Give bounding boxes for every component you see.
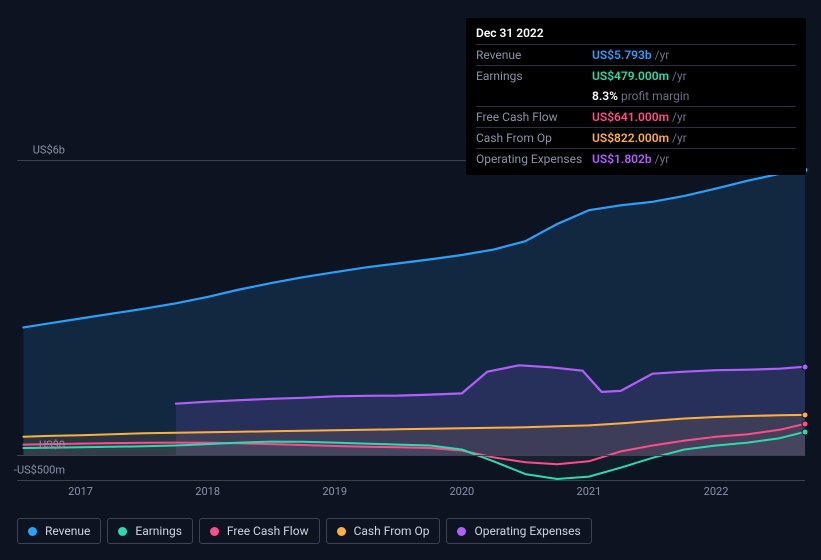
legend-swatch: [210, 527, 219, 536]
legend-swatch: [457, 527, 466, 536]
legend-swatch: [118, 527, 127, 536]
y-axis-label: US$0: [39, 439, 65, 452]
y-axis-label: -US$500m: [14, 464, 65, 477]
legend-label: Revenue: [45, 524, 90, 538]
x-axis: 2017 2018 2019 2020 2021 2022: [17, 485, 805, 505]
tooltip: Dec 31 2022 RevenueUS$5.793b/yrEarningsU…: [466, 18, 806, 175]
tooltip-body: RevenueUS$5.793b/yrEarningsUS$479.000m/y…: [476, 44, 796, 169]
x-axis-label: 2018: [195, 485, 220, 498]
tooltip-row-value: US$1.802b/yr: [592, 150, 669, 168]
y-axis-label: US$6b: [33, 144, 65, 157]
x-axis-label: 2017: [68, 485, 93, 498]
tooltip-row-value: US$5.793b/yr: [592, 46, 669, 64]
gridline: [17, 480, 805, 481]
legend-item-operating-expenses[interactable]: Operating Expenses: [446, 518, 591, 544]
series-endpoint-cfo: [802, 411, 809, 418]
tooltip-row: Cash From OpUS$822.000m/yr: [476, 127, 796, 148]
tooltip-row: RevenueUS$5.793b/yr: [476, 44, 796, 65]
legend-label: Cash From Op: [354, 524, 430, 538]
tooltip-row-label: Revenue: [476, 46, 592, 64]
legend-label: Free Cash Flow: [227, 524, 309, 538]
x-axis-label: 2022: [704, 485, 729, 498]
legend-label: Earnings: [135, 524, 182, 538]
tooltip-row: EarningsUS$479.000m/yr: [476, 65, 796, 86]
x-axis-label: 2020: [449, 485, 474, 498]
legend-item-earnings[interactable]: Earnings: [107, 518, 193, 544]
series-endpoint-opex: [802, 363, 809, 370]
legend-item-cash-from-op[interactable]: Cash From Op: [326, 518, 441, 544]
legend-label: Operating Expenses: [474, 524, 580, 538]
tooltip-row-label: Free Cash Flow: [476, 108, 592, 126]
tooltip-row-value: US$822.000m/yr: [592, 129, 687, 147]
gridline: [17, 455, 805, 456]
chart-plot-area: US$6bUS$0-US$500m: [17, 160, 805, 480]
tooltip-title: Dec 31 2022: [476, 24, 796, 44]
series-endpoint-earnings: [802, 428, 809, 435]
tooltip-row-label: Operating Expenses: [476, 150, 592, 168]
chart-svg: [17, 160, 805, 480]
tooltip-row-label: [476, 87, 592, 105]
tooltip-row: Operating ExpensesUS$1.802b/yr: [476, 148, 796, 169]
legend-swatch: [28, 527, 37, 536]
legend-item-free-cash-flow[interactable]: Free Cash Flow: [199, 518, 320, 544]
x-axis-label: 2021: [577, 485, 602, 498]
tooltip-row: Free Cash FlowUS$641.000m/yr: [476, 106, 796, 127]
tooltip-row-value: US$641.000m/yr: [592, 108, 687, 126]
legend-item-revenue[interactable]: Revenue: [17, 518, 101, 544]
legend: Revenue Earnings Free Cash Flow Cash From O…: [17, 518, 592, 544]
tooltip-row-label: Cash From Op: [476, 129, 592, 147]
tooltip-row: 8.3%profit margin: [476, 86, 796, 106]
tooltip-row-value: 8.3%profit margin: [592, 87, 689, 105]
series-endpoint-fcf: [802, 420, 809, 427]
legend-swatch: [337, 527, 346, 536]
tooltip-row-label: Earnings: [476, 67, 592, 85]
tooltip-row-value: US$479.000m/yr: [592, 67, 687, 85]
x-axis-label: 2019: [322, 485, 347, 498]
